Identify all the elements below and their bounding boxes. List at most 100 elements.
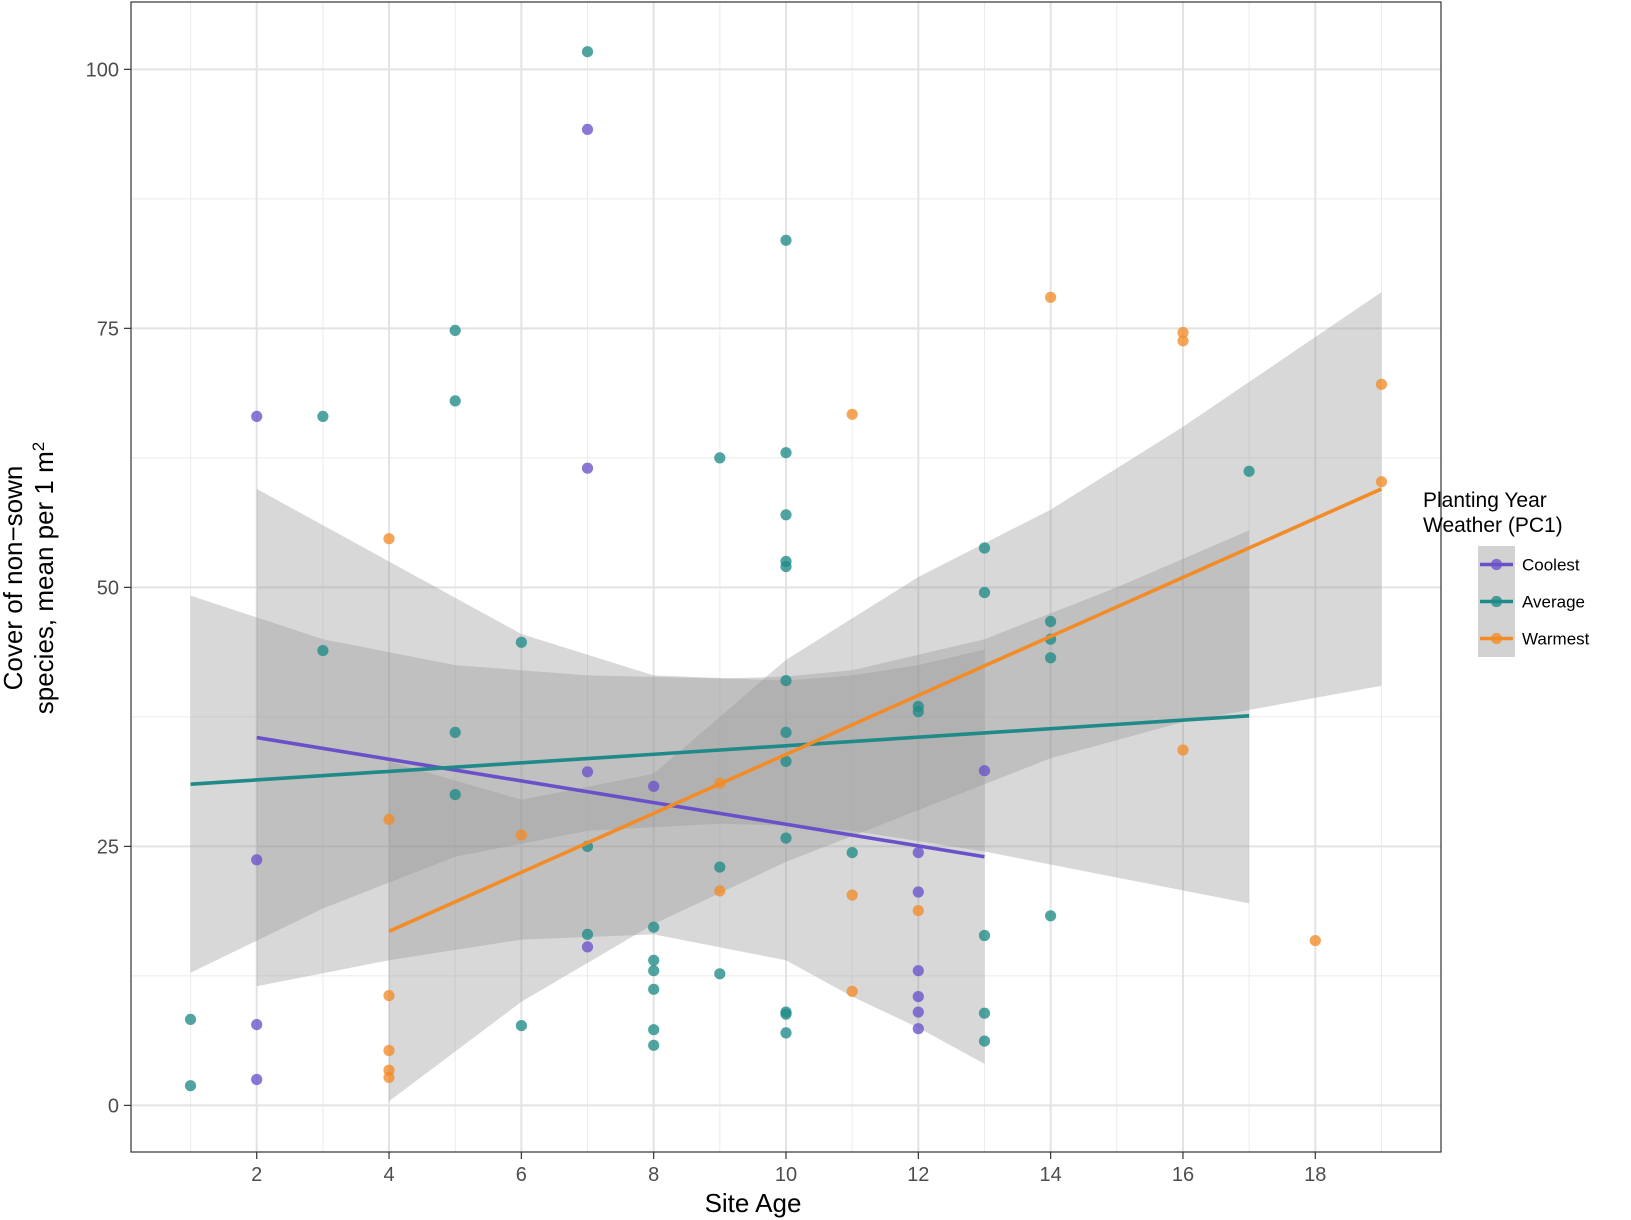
- x-tick-label: 6: [516, 1164, 527, 1186]
- data-point-average: [317, 645, 329, 657]
- data-point-average: [449, 789, 461, 801]
- data-point-average: [780, 1027, 792, 1039]
- x-axis-title: Site Age: [705, 1188, 802, 1218]
- data-point-average: [714, 968, 726, 980]
- data-point-warmest: [846, 408, 858, 420]
- data-point-average: [515, 636, 528, 648]
- data-point-average: [780, 447, 792, 459]
- confidence-band-coolest: [256, 488, 985, 1064]
- data-point-average: [780, 726, 792, 739]
- data-point-average: [846, 847, 858, 859]
- data-point-coolest: [581, 123, 594, 135]
- data-point-average: [978, 586, 991, 599]
- data-point-average: [449, 726, 461, 739]
- data-point-average: [978, 1035, 991, 1047]
- y-axis-title-line-1: Cover of non−sown: [0, 466, 28, 691]
- data-point-coolest: [912, 1023, 924, 1035]
- data-point-average: [978, 542, 991, 554]
- fit-lines: [190, 487, 1383, 933]
- data-point-average: [978, 929, 991, 942]
- major-gridlines: [131, 2, 1441, 1152]
- data-point-warmest: [515, 829, 528, 841]
- data-point-coolest: [912, 965, 924, 977]
- data-point-warmest: [383, 1071, 395, 1083]
- data-point-average: [714, 861, 726, 873]
- data-point-coolest: [251, 1019, 263, 1031]
- data-point-warmest: [1177, 335, 1189, 347]
- data-point-average: [780, 1008, 792, 1020]
- legend-keys: Coolest Average Warmest: [1478, 546, 1590, 657]
- data-point-warmest: [1177, 744, 1189, 756]
- data-point-coolest: [581, 766, 594, 778]
- y-tick-label: 100: [86, 59, 119, 81]
- data-point-average: [648, 1024, 660, 1036]
- data-point-average: [1243, 465, 1255, 477]
- data-point-coolest: [581, 941, 594, 953]
- data-point-coolest: [912, 847, 924, 859]
- legend-key-point: [1490, 632, 1503, 645]
- x-tick-label: 4: [383, 1164, 394, 1186]
- data-point-warmest: [383, 1044, 395, 1057]
- data-point-average: [449, 395, 461, 407]
- data-point-average: [780, 234, 792, 246]
- y-axis-title: Cover of non−sown species, mean per 1 m2: [0, 442, 59, 714]
- data-point-average: [648, 954, 660, 966]
- legend-key-point: [1490, 558, 1503, 571]
- y-tick-label: 0: [108, 1095, 119, 1117]
- data-point-average: [184, 1013, 197, 1025]
- x-tick-label: 14: [1040, 1164, 1062, 1186]
- fit-line-coolest: [256, 735, 985, 859]
- x-tick-label: 8: [648, 1164, 659, 1186]
- data-point-warmest: [383, 533, 395, 545]
- y-axis-title-superscript: 2: [29, 442, 48, 451]
- legend-title-line-2: Weather (PC1): [1423, 514, 1563, 537]
- y-tick-label: 50: [97, 577, 119, 599]
- data-point-average: [978, 1007, 991, 1019]
- data-point-average: [780, 509, 792, 521]
- confidence-band-warmest: [389, 292, 1382, 1102]
- data-point-average: [317, 410, 329, 422]
- data-point-average: [1045, 910, 1057, 922]
- data-point-coolest: [251, 854, 263, 866]
- legend: Planting Year Weather (PC1) Coolest Avera…: [1423, 489, 1590, 657]
- data-point-warmest: [1375, 378, 1388, 390]
- data-point-average: [515, 1020, 528, 1032]
- data-point-average: [714, 452, 726, 464]
- data-point-coolest: [912, 991, 924, 1003]
- data-point-average: [912, 706, 924, 718]
- data-point-warmest: [1375, 476, 1388, 488]
- data-point-warmest: [383, 813, 395, 826]
- data-point-warmest: [846, 889, 858, 901]
- data-point-average: [648, 983, 660, 995]
- data-point-warmest: [1177, 326, 1189, 339]
- data-point-average: [780, 675, 792, 687]
- x-tick-label: 16: [1172, 1164, 1194, 1186]
- x-tick-label: 12: [907, 1164, 929, 1186]
- data-points: [184, 46, 1388, 1092]
- x-tick-label: 10: [775, 1164, 797, 1186]
- data-point-coolest: [251, 410, 263, 422]
- data-point-coolest: [912, 886, 924, 898]
- legend-label: Coolest: [1522, 556, 1580, 575]
- y-tick-label: 75: [97, 318, 119, 340]
- fit-line-warmest: [388, 487, 1383, 933]
- data-point-average: [648, 1039, 660, 1051]
- legend-label: Average: [1522, 593, 1585, 612]
- x-tick-label: 18: [1304, 1164, 1326, 1186]
- data-point-average: [648, 921, 660, 933]
- data-point-warmest: [846, 985, 858, 998]
- data-point-average: [581, 928, 594, 941]
- y-axis-tick-labels: 0 25 50 75 100: [86, 59, 119, 1117]
- axis-ticks: [124, 68, 1316, 1159]
- x-tick-label: 2: [251, 1164, 262, 1186]
- data-point-coolest: [581, 462, 594, 474]
- y-tick-label: 25: [97, 836, 119, 858]
- data-point-average: [648, 965, 660, 977]
- data-point-average: [1045, 615, 1057, 628]
- y-axis-title-line-2-text: species, mean per 1 m: [29, 451, 59, 714]
- data-point-average: [780, 561, 792, 573]
- data-point-average: [780, 755, 792, 768]
- fit-line-average: [190, 714, 1250, 787]
- data-point-average: [581, 46, 594, 58]
